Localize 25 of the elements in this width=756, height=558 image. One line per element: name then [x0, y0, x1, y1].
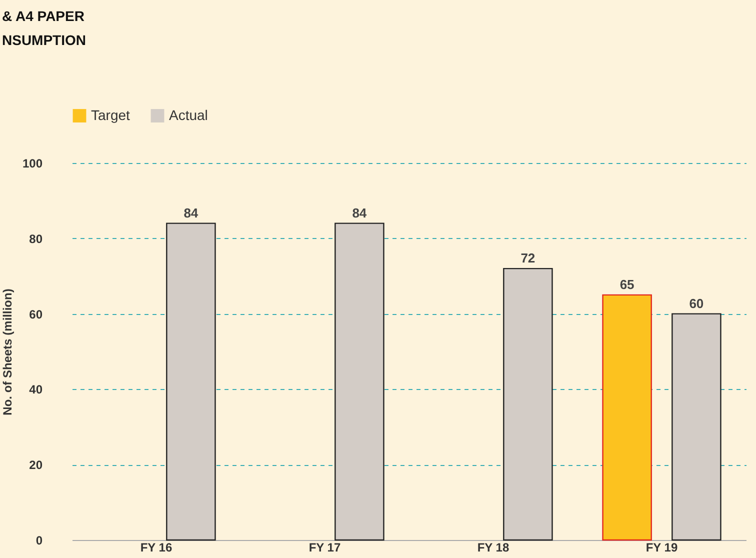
legend-label: Actual — [169, 106, 208, 123]
y-tick-label: 20 — [29, 458, 43, 472]
y-tick-label: 40 — [29, 382, 43, 397]
data-label: 84 — [184, 205, 199, 220]
x-tick-label: FY 19 — [646, 540, 678, 554]
data-label: 84 — [352, 205, 368, 220]
text: & A4 PAPER — [2, 8, 84, 24]
y-tick-label: 100 — [22, 156, 43, 170]
y-tick-label: 0 — [36, 534, 43, 548]
y-axis-title: No. of Sheets (million) — [0, 288, 14, 416]
bar — [602, 294, 652, 541]
x-tick-label: FY 17 — [308, 540, 341, 554]
text: NSUMPTION — [2, 32, 86, 48]
y-tick-label: 80 — [29, 232, 43, 246]
x-tick-label: FY 18 — [477, 540, 510, 554]
data-label: 65 — [620, 276, 634, 292]
y-tick-label: 60 — [29, 307, 43, 322]
bar — [672, 313, 722, 541]
legend-label: Target — [91, 106, 130, 123]
bar — [503, 268, 553, 541]
bar — [334, 222, 384, 541]
x-tick-label: FY 16 — [140, 540, 172, 554]
data-label: 60 — [689, 296, 704, 311]
bar — [166, 222, 216, 541]
data-label: 72 — [520, 250, 536, 266]
